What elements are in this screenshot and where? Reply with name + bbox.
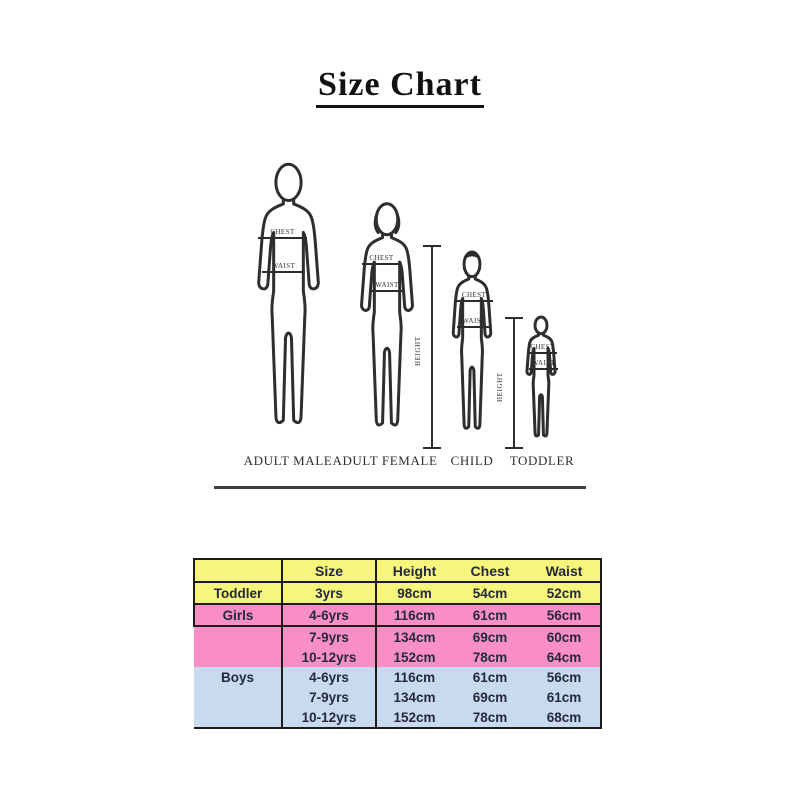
table-row: 7-9yrs 134cm 69cm 61cm	[194, 687, 601, 707]
table-row: 10-12yrs 152cm 78cm 68cm	[194, 707, 601, 728]
header-size: Size	[282, 559, 377, 582]
page-title: Size Chart	[316, 66, 484, 108]
size-table-body: Toddler 3yrs 98cm 54cm 52cm Girls 4-6yrs 116cm 6…	[193, 582, 601, 728]
chest-cell: 78cm	[472, 709, 508, 725]
table-row: Boys 4-6yrs 116cm 61cm 56cm	[194, 667, 601, 687]
height-label: HEIGHT	[496, 372, 504, 402]
table-row: Girls 4-6yrs 116cm 61cm 56cm	[193, 604, 601, 626]
chest-cell: 69cm	[472, 689, 508, 705]
divider-line	[214, 486, 586, 489]
label-adult-female: ADULT FEMALE	[332, 453, 438, 468]
group-cell	[194, 626, 283, 647]
chest-cell: 54cm	[472, 585, 508, 601]
label-adult-male: ADULT MALE	[243, 453, 333, 468]
group-cell: Boys	[194, 667, 283, 687]
header-height: Height	[392, 562, 437, 579]
figure-adult-female	[349, 200, 425, 451]
height-label: HEIGHT	[414, 336, 422, 366]
child-chest-measure: CHEST	[455, 291, 493, 302]
height-cell: 116cm	[393, 607, 436, 623]
toddler-chest-measure: CHEST	[528, 343, 557, 354]
height-cell: 116cm	[393, 669, 436, 685]
chest-cell: 61cm	[472, 607, 508, 623]
group-cell: Girls	[193, 604, 283, 626]
child-height-marker: HEIGHT	[414, 245, 441, 449]
toddler-height-marker: HEIGHT	[496, 317, 523, 449]
height-cell: 98cm	[397, 585, 432, 601]
size-cell: 3yrs	[282, 582, 377, 604]
waist-cell: 64cm	[546, 649, 582, 665]
waist-cell: 56cm	[546, 669, 582, 685]
table-header-row: Size Height Chest Waist	[193, 559, 601, 582]
table-row: Toddler 3yrs 98cm 54cm 52cm	[193, 582, 601, 604]
header-waist: Waist	[545, 562, 583, 579]
chest-cell: 61cm	[472, 669, 508, 685]
size-table: Size Height Chest Waist Toddler 3yrs 98cm 5…	[193, 558, 602, 729]
group-cell	[194, 707, 283, 728]
height-cell: 134cm	[393, 629, 436, 645]
toddler-waist-measure: WAIST	[529, 359, 558, 370]
group-cell	[194, 687, 283, 707]
waist-cell: 60cm	[546, 629, 582, 645]
waist-cell: 52cm	[546, 585, 582, 601]
height-cell: 152cm	[393, 709, 436, 725]
size-cell: 10-12yrs	[282, 707, 377, 728]
group-cell	[194, 647, 283, 667]
waist-cell: 61cm	[546, 689, 582, 705]
size-cell: 10-12yrs	[282, 647, 377, 667]
waist-cell: 56cm	[546, 607, 582, 623]
label-child: CHILD	[450, 453, 494, 468]
label-toddler: TODDLER	[509, 453, 575, 468]
height-cell: 134cm	[393, 689, 436, 705]
size-cell: 4-6yrs	[282, 667, 377, 687]
child-waist-measure: WAIST	[457, 317, 491, 328]
size-cell: 7-9yrs	[282, 626, 377, 647]
chest-cell: 69cm	[472, 629, 508, 645]
group-cell: Toddler	[193, 582, 283, 604]
title-row: Size Chart	[0, 66, 800, 108]
waist-cell: 68cm	[546, 709, 582, 725]
height-cell: 152cm	[393, 649, 436, 665]
table-row: 10-12yrs 152cm 78cm 64cm	[194, 647, 601, 667]
adult-male-waist-measure: WAIST	[262, 262, 305, 273]
figure-child	[444, 249, 500, 449]
adult-female-waist-measure: WAIST	[371, 281, 403, 292]
chest-cell: 78cm	[472, 649, 508, 665]
table-row: 7-9yrs 134cm 69cm 60cm	[194, 626, 601, 647]
figure-adult-male	[244, 160, 333, 453]
size-cell: 4-6yrs	[282, 604, 377, 626]
adult-female-chest-measure: CHEST	[362, 254, 401, 265]
size-cell: 7-9yrs	[282, 687, 377, 707]
header-group	[193, 559, 283, 582]
header-chest: Chest	[470, 562, 510, 579]
adult-male-chest-measure: CHEST	[258, 228, 307, 239]
